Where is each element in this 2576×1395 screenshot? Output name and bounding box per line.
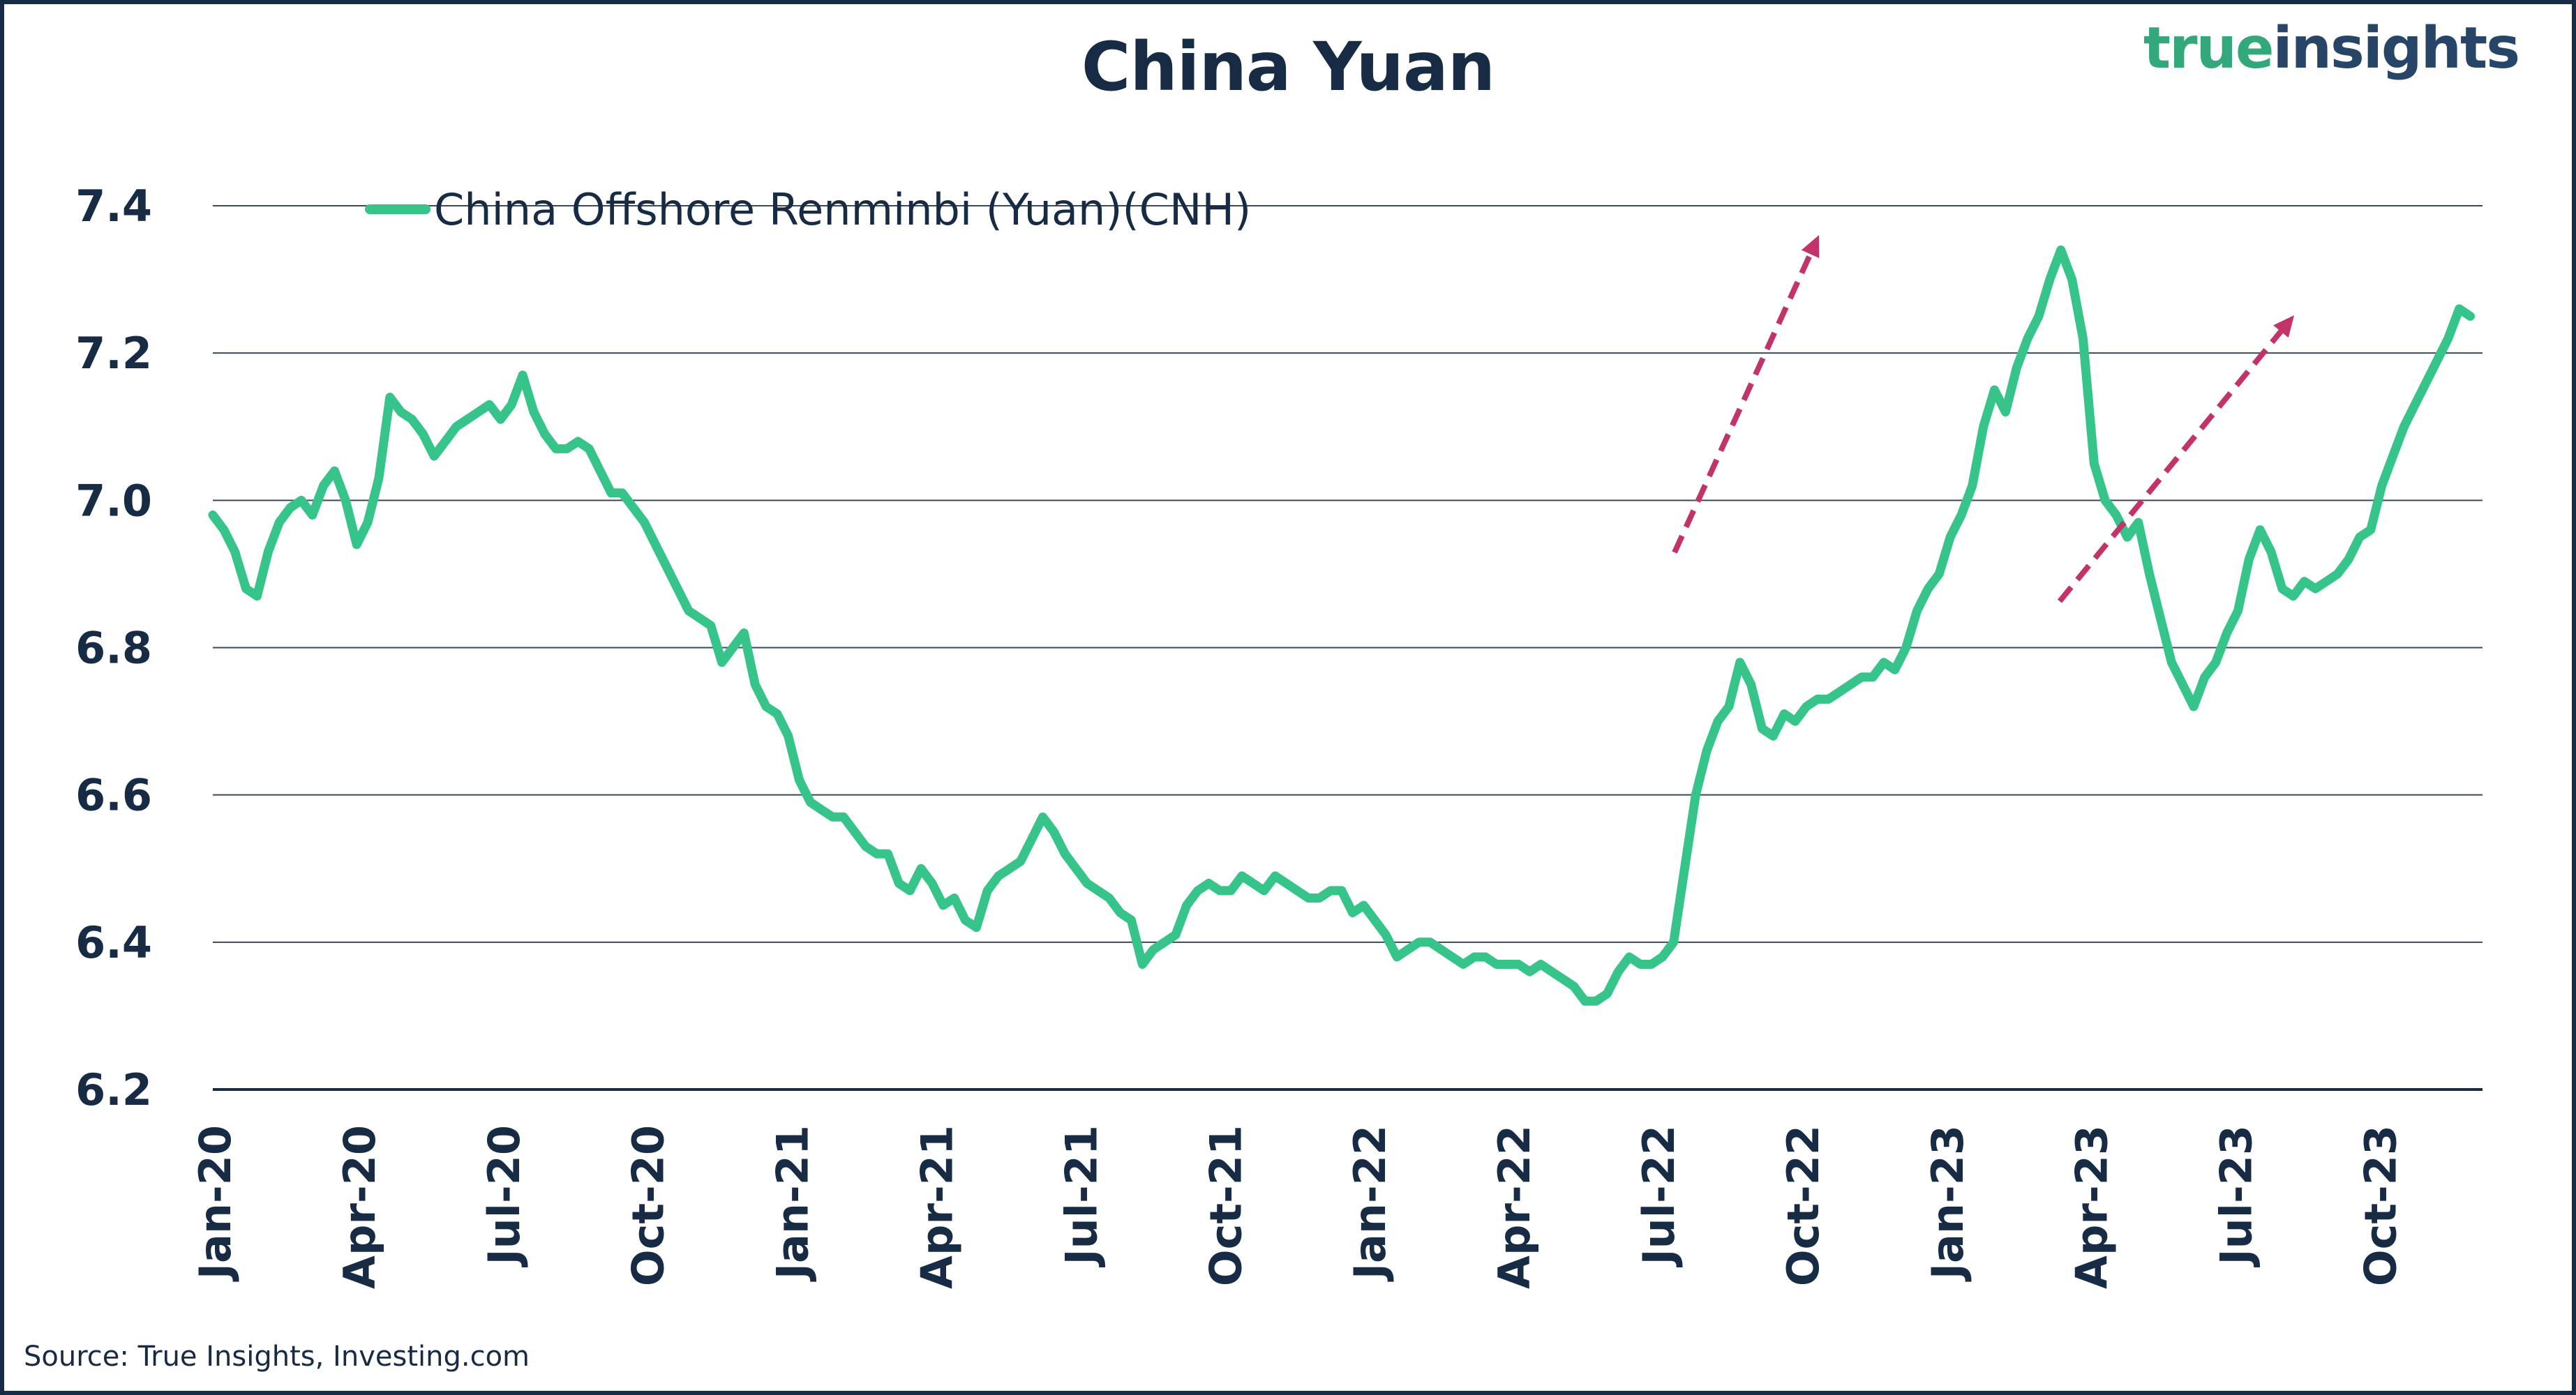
trend-arrow-head bbox=[2273, 315, 2294, 338]
logo-true: true bbox=[2143, 15, 2275, 82]
y-tick-label: 6.6 bbox=[75, 770, 152, 821]
legend: China Offshore Renminbi (Yuan)(CNH) bbox=[365, 184, 1251, 235]
brand-logo: trueinsights bbox=[2143, 15, 2520, 82]
y-tick-label: 6.4 bbox=[75, 917, 152, 968]
y-tick-label: 7.2 bbox=[75, 328, 152, 379]
trend-arrow-head bbox=[1801, 235, 1820, 259]
chart-title: China Yuan bbox=[1081, 28, 1495, 106]
x-tick-label: Apr-20 bbox=[334, 1125, 385, 1289]
x-tick-label: Jan-21 bbox=[767, 1125, 818, 1282]
trend-arrow-shaft bbox=[1672, 252, 1813, 554]
x-tick-label: Jul-22 bbox=[1633, 1125, 1684, 1267]
y-tick-label: 7.4 bbox=[75, 181, 152, 232]
x-tick-label: Jul-20 bbox=[479, 1125, 530, 1267]
x-tick-label: Oct-21 bbox=[1200, 1125, 1251, 1286]
trend-arrows bbox=[1672, 235, 2294, 603]
x-axis-labels: Jan-20 Apr-20 Jul-20 Oct-20 Jan-21 Apr-21 Jul-… bbox=[190, 1125, 2406, 1289]
y-tick-label: 6.8 bbox=[75, 623, 152, 674]
source-note: Source: True Insights, Investing.com bbox=[24, 1341, 530, 1373]
x-tick-label: Oct-23 bbox=[2356, 1125, 2406, 1286]
x-tick-label: Jan-20 bbox=[190, 1125, 241, 1282]
x-tick-label: Jan-22 bbox=[1345, 1125, 1395, 1282]
x-tick-label: Apr-22 bbox=[1489, 1125, 1540, 1289]
y-tick-label: 7.0 bbox=[75, 475, 152, 526]
x-tick-label: Apr-23 bbox=[2067, 1125, 2118, 1289]
x-tick-label: Apr-21 bbox=[912, 1125, 963, 1289]
cnh-series-line bbox=[208, 245, 2475, 1006]
x-tick-label: Jul-23 bbox=[2211, 1125, 2262, 1267]
y-tick-label: 6.2 bbox=[75, 1064, 152, 1115]
x-tick-label: Oct-20 bbox=[623, 1125, 674, 1286]
x-tick-label: Jul-21 bbox=[1056, 1125, 1107, 1267]
trend-arrow-shaft bbox=[2057, 329, 2284, 603]
y-axis-labels: 7.4 7.2 7.0 6.8 6.6 6.4 6.2 bbox=[75, 181, 152, 1115]
x-tick-label: Jan-23 bbox=[1922, 1125, 1973, 1282]
x-tick-label: Oct-22 bbox=[1778, 1125, 1829, 1286]
gridlines bbox=[213, 205, 2483, 1091]
logo-insights: insights bbox=[2272, 15, 2520, 82]
legend-label: China Offshore Renminbi (Yuan)(CNH) bbox=[434, 184, 1251, 235]
